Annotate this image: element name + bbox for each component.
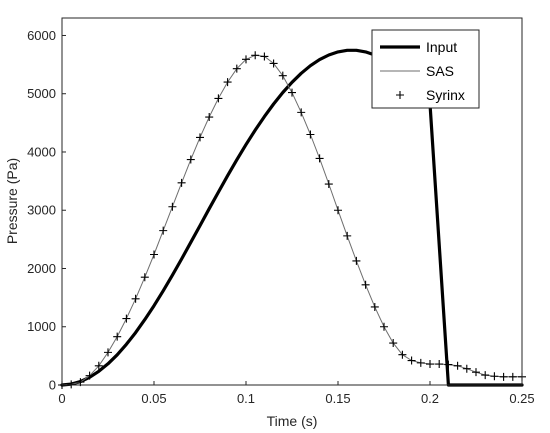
syrinx-point [306, 130, 315, 139]
syrinx-point [150, 250, 158, 259]
syrinx-point [407, 356, 416, 365]
syrinx-point [159, 226, 168, 235]
legend-sas-label: SAS [426, 63, 454, 79]
syrinx-point [104, 348, 112, 357]
x-tick-label: 0 [58, 391, 65, 406]
syrinx-point [177, 178, 186, 187]
syrinx-point [334, 206, 342, 215]
y-tick-label: 3000 [27, 203, 56, 218]
syrinx-point [297, 108, 306, 117]
syrinx-point [361, 280, 370, 289]
syrinx-point [113, 332, 122, 341]
y-tick-label: 4000 [27, 144, 56, 159]
syrinx-point [444, 360, 453, 369]
syrinx-point [508, 372, 517, 381]
syrinx-point [343, 231, 352, 240]
syrinx-point [186, 155, 195, 164]
syrinx-point [242, 55, 250, 64]
y-tick-label: 2000 [27, 261, 56, 276]
syrinx-point [416, 358, 425, 367]
legend: Input SAS Syrinx [371, 29, 480, 109]
legend-input-label: Input [426, 39, 457, 55]
syrinx-point [140, 273, 149, 282]
syrinx-point [481, 371, 490, 380]
syrinx-point [85, 371, 94, 380]
x-tick-label: 0.2 [421, 391, 439, 406]
syrinx-point [269, 59, 278, 68]
syrinx-point [398, 350, 407, 359]
ticks-layer: 0 0.05 0.1 0.15 0.2 0.25 0 1000 2000 3000 4000 5000… [27, 28, 535, 406]
syrinx-point [499, 372, 508, 381]
x-tick-label: 0.05 [141, 391, 166, 406]
syrinx-point [380, 322, 388, 331]
syrinx-point [131, 294, 140, 303]
syrinx-point [462, 364, 471, 373]
x-axis-label: Time (s) [267, 413, 318, 429]
syrinx-point [168, 202, 177, 211]
y-tick-label: 1000 [27, 319, 56, 334]
syrinx-point [214, 94, 223, 103]
syrinx-point [67, 380, 76, 389]
y-tick-label: 0 [49, 378, 56, 393]
syrinx-point [122, 314, 131, 323]
syrinx-point [232, 64, 241, 73]
syrinx-point [288, 88, 296, 97]
syrinx-point [223, 78, 232, 87]
syrinx-point [251, 51, 260, 60]
legend-box [371, 29, 480, 109]
syrinx-point [352, 256, 361, 265]
syrinx-point [315, 154, 324, 163]
plot-frame [61, 17, 523, 386]
syrinx-point [453, 361, 462, 370]
y-tick-label: 6000 [27, 28, 56, 43]
x-tick-label: 0.15 [325, 391, 350, 406]
syrinx-point [370, 302, 379, 311]
y-axis-label: Pressure (Pa) [4, 158, 20, 244]
syrinx-point [205, 113, 214, 122]
x-tick-label: 0.25 [509, 391, 534, 406]
syrinx-point [278, 71, 287, 80]
syrinx-point [472, 368, 480, 377]
syrinx-point [260, 52, 269, 61]
legend-syrinx-marker [396, 91, 404, 99]
x-tick-label: 0.1 [237, 391, 255, 406]
legend-syrinx-label: Syrinx [426, 87, 465, 103]
syrinx-point [490, 372, 499, 381]
syrinx-point [426, 360, 434, 369]
syrinx-point [389, 339, 398, 348]
y-tick-label: 5000 [27, 86, 56, 101]
syrinx-point [435, 360, 444, 369]
syrinx-point [94, 361, 103, 370]
syrinx-point [196, 133, 204, 142]
syrinx-point [324, 180, 333, 189]
